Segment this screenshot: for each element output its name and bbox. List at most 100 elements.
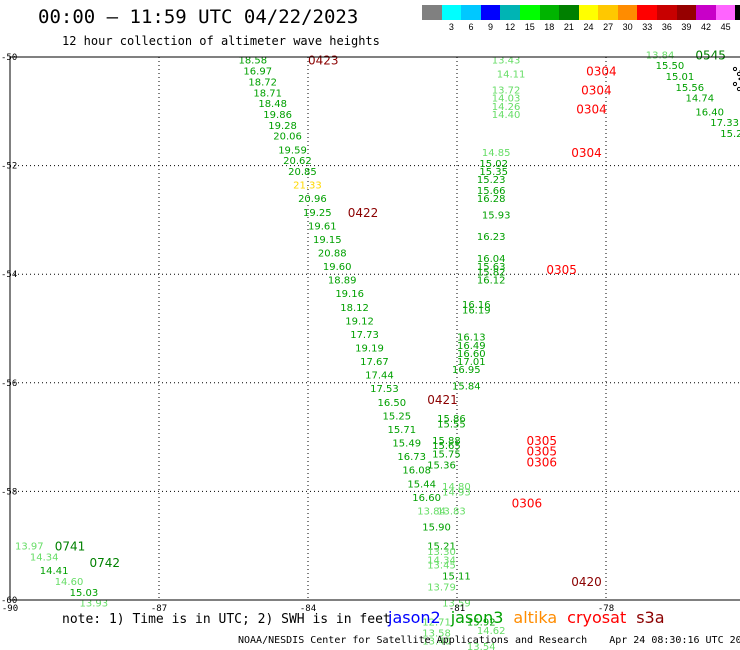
wave-height-label: 16.60 [457,349,486,360]
legend-label: 36 [661,22,672,32]
wave-height-label: 17.53 [370,384,399,395]
wave-height-label: 13.72 [492,86,521,97]
wave-height-label: 12.71 [422,618,451,629]
wave-height-label: 13.59 [442,599,471,610]
wave-height-label: 20.96 [298,194,327,205]
track-marks: 18.5816.9718.7218.7118.4819.8619.2820.06… [15,48,740,650]
wave-height-label: 16.60 [412,493,441,504]
wave-height-label: 19.60 [323,262,352,273]
wave-height-label: 15.23 [477,175,506,186]
legend-swatch [735,5,740,20]
wave-height-label: 16.13 [457,333,486,344]
legend-label: 6 [468,22,474,32]
wave-height-label: 15.75 [432,449,461,460]
credit-line: NOAA/NESDIS Center for Satellite Applica… [238,635,740,646]
wave-height-label: 15.25 [383,411,412,422]
wave-height-label: 18.12 [340,303,369,314]
legend-swatch [461,5,482,20]
wave-height-label: 15.65 [432,441,461,452]
lon-tick-label: -87 [151,604,167,614]
wave-height-label: 16.16 [462,300,491,311]
wave-height-label: 19.25 [303,208,332,219]
legend-swatch [500,5,521,20]
legend-swatch [657,5,678,20]
satellite-jason2: jason2 [388,608,441,627]
legend-swatch [559,5,580,20]
wave-height-label: 13.58 [422,629,451,640]
wave-height-label: 15.03 [70,588,99,599]
lon-tick-label: -78 [598,604,614,614]
timestamp: Apr 24 08:30:16 UTC 2023 [609,635,740,646]
wave-height-label: 20.06 [273,132,302,143]
wave-height-label: 16.12 [477,276,506,287]
legend-swatch [539,5,560,20]
wave-height-label: 18.48 [258,99,287,110]
legend-label: 39 [681,22,692,32]
pass-time-label: 0305 [546,263,577,277]
wave-height-label: 13.79 [427,582,456,593]
wave-height-label: 15.82 [477,267,506,278]
legend-swatch [715,5,736,20]
wave-height-label: 17.33 [710,118,739,129]
wave-height-label: 19.61 [308,221,337,232]
wave-height-label: 15.86 [437,414,466,425]
legend-swatch [696,5,717,20]
wave-height-label: 14.11 [497,69,526,80]
wave-height-label: 20.62 [283,156,312,167]
legend-label: 33 [642,22,653,32]
map-frame [9,56,740,601]
pass-time-label: 0304 [581,84,612,98]
legend-label: 9 [488,22,494,32]
pass-time-label: 0304 [586,65,617,79]
lat-tick-label: -60 [1,596,17,606]
chart-title: 00:00 — 11:59 UTC 04/22/2023 [38,6,359,28]
legend-swatch [598,5,619,20]
wave-height-label: 16.08 [402,466,431,477]
island [736,71,740,77]
wave-height-label: 15.63 [477,262,506,273]
wave-height-label: 21.33 [293,181,322,192]
legend-swatch [637,5,658,20]
wave-height-label: 16.28 [477,194,506,205]
wave-height-label: 13.43 [492,56,521,67]
lat-tick-label: -56 [1,379,17,389]
wave-height-label: 15.90 [422,523,451,534]
wave-height-label: 14.80 [442,482,471,493]
wave-height-label: 14.60 [55,577,84,588]
wave-height-label: 16.19 [462,305,491,316]
satellite-jason3: jason3 [450,608,504,627]
legend-label: 3 [448,22,454,32]
wave-height-label: 14.40 [492,110,521,121]
pass-time-label: 0306 [512,496,543,510]
lat-tick-label: -52 [1,162,17,172]
wave-height-label: 15.26 [720,129,740,140]
wave-height-label: 18.71 [253,88,282,99]
wave-height-label: 16.95 [452,365,481,376]
wave-height-label: 13.84 [417,506,446,517]
pass-time-label: 0305 [527,434,558,448]
wave-height-label: 17.44 [365,371,394,382]
wave-height-label: 14.34 [30,553,59,564]
pass-time-label: 0420 [571,575,602,589]
wave-height-label: 15.55 [437,420,466,431]
wave-height-label: 16.23 [477,232,506,243]
wave-height-label: 15.36 [427,460,456,471]
satellite-cryosat: cryosat [567,608,627,627]
wave-height-label: 14.62 [477,626,506,637]
wave-height-label: 15.50 [656,61,685,72]
island [732,66,738,72]
footnote: note: 1) Time is in UTC; 2) SWH is in fe… [62,612,391,627]
wave-height-label: 19.16 [335,289,364,300]
wave-height-label: 15.11 [442,572,471,583]
wave-height-label: 15.56 [676,83,705,94]
wave-height-label: 15.01 [666,72,695,83]
map-grid [9,56,740,601]
lon-tick-label: -81 [449,604,465,614]
color-legend [422,5,740,21]
wave-height-label: 15.35 [479,167,508,178]
wave-height-label: 16.97 [243,67,272,78]
legend-label: 27 [603,22,614,32]
legend-swatch [441,5,462,20]
wave-height-label: 14.93 [442,487,471,498]
legend-swatch [422,5,443,20]
